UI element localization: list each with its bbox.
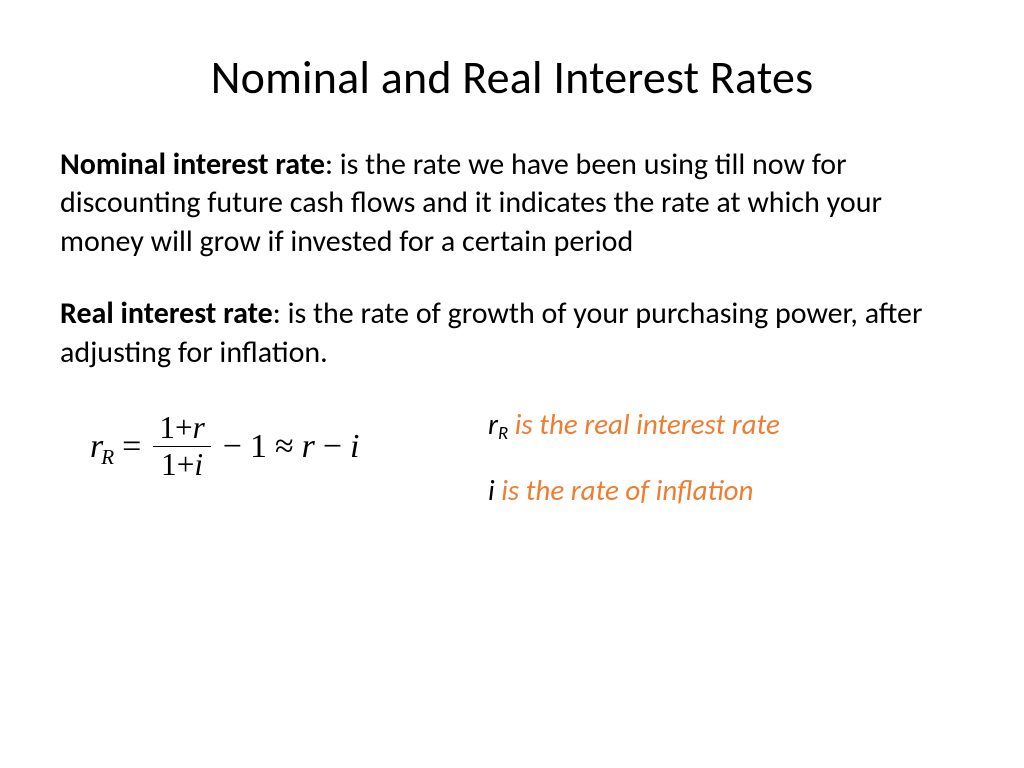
one: 1 — [250, 428, 267, 466]
subscript-r: R — [101, 445, 114, 469]
den-plus: + — [177, 447, 195, 482]
fraction: 1+r 1+i — [153, 412, 210, 482]
formula: rR = 1+r 1+i − 1 ≈ r − i — [90, 412, 460, 482]
legend-line-i: i is the rate of inflation — [488, 472, 964, 508]
term-nominal: Nominal interest rate — [60, 146, 325, 183]
formula-block: rR = 1+r 1+i − 1 ≈ r − i — [60, 406, 460, 482]
num-plus: + — [175, 410, 193, 445]
legend-line-rr: rR is the real interest rate — [488, 406, 964, 442]
num-r: r — [193, 410, 205, 445]
rhs-i: i — [350, 428, 359, 466]
formula-lhs: rR — [90, 428, 114, 466]
minus-sign: − — [223, 428, 242, 466]
legend-sub-r: R — [498, 422, 508, 445]
paragraph-nominal: Nominal interest rate: is the rate we ha… — [60, 146, 964, 261]
den-1: 1 — [161, 447, 177, 482]
approx-sign: ≈ — [275, 428, 294, 466]
legend: rR is the real interest rate i is the ra… — [460, 406, 964, 539]
slide-title: Nominal and Real Interest Rates — [60, 50, 964, 106]
term-real: Real interest rate — [60, 295, 273, 332]
equals-sign: = — [122, 428, 141, 466]
paragraph-real: Real interest rate: is the rate of growt… — [60, 295, 964, 372]
legend-sym-r: r — [488, 406, 498, 442]
legend-text-rr: is the real interest rate — [508, 406, 780, 442]
rhs-r: r — [302, 428, 315, 466]
legend-text-i: is the rate of inflation — [495, 472, 754, 508]
fraction-denominator: 1+i — [155, 449, 209, 482]
den-i: i — [194, 447, 203, 482]
fraction-numerator: 1+r — [153, 412, 210, 445]
formula-row: rR = 1+r 1+i − 1 ≈ r − i — [60, 406, 964, 539]
slide: Nominal and Real Interest Rates Nominal … — [0, 0, 1024, 768]
num-1: 1 — [159, 410, 175, 445]
legend-sym-i: i — [488, 472, 495, 508]
rhs-minus: − — [323, 428, 342, 466]
